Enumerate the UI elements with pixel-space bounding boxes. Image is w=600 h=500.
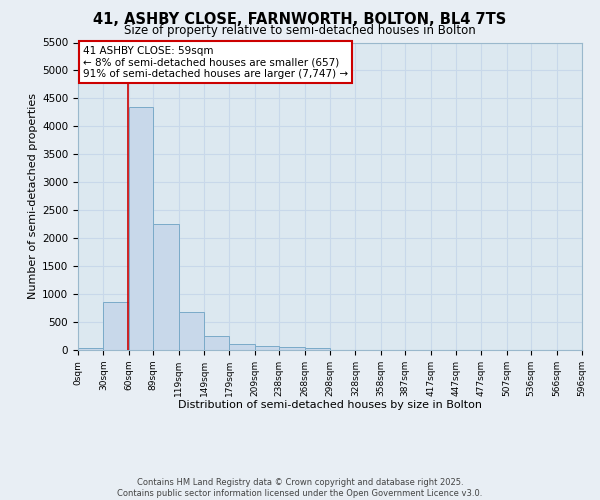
Y-axis label: Number of semi-detached properties: Number of semi-detached properties <box>28 93 38 299</box>
Text: Size of property relative to semi-detached houses in Bolton: Size of property relative to semi-detach… <box>124 24 476 37</box>
Text: 41 ASHBY CLOSE: 59sqm
← 8% of semi-detached houses are smaller (657)
91% of semi: 41 ASHBY CLOSE: 59sqm ← 8% of semi-detac… <box>83 46 348 79</box>
Bar <box>279 347 305 350</box>
Bar <box>153 224 179 350</box>
Bar <box>179 312 204 350</box>
Bar <box>255 346 279 350</box>
Bar <box>103 302 129 350</box>
Text: 41, ASHBY CLOSE, FARNWORTH, BOLTON, BL4 7TS: 41, ASHBY CLOSE, FARNWORTH, BOLTON, BL4 … <box>94 12 506 28</box>
Bar <box>78 348 103 350</box>
Bar <box>305 348 330 350</box>
Bar <box>204 336 229 350</box>
Bar <box>229 344 255 350</box>
Bar <box>129 107 153 350</box>
X-axis label: Distribution of semi-detached houses by size in Bolton: Distribution of semi-detached houses by … <box>178 400 482 410</box>
Text: Contains HM Land Registry data © Crown copyright and database right 2025.
Contai: Contains HM Land Registry data © Crown c… <box>118 478 482 498</box>
